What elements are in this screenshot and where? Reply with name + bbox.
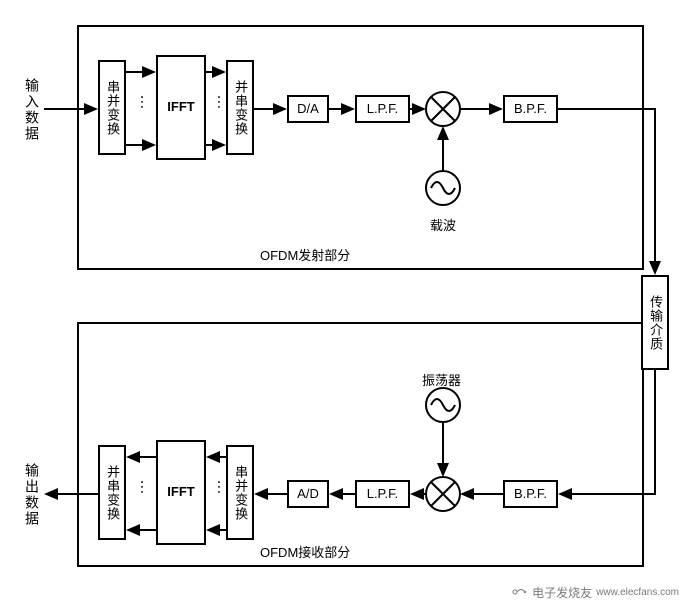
tx-sp-block: 串并变换 <box>98 60 126 155</box>
rx-dots-l: ︙ <box>138 480 145 494</box>
rx-dots-r: ︙ <box>215 480 222 494</box>
diagram-canvas: 串并变换 IFFT 并串变换 D/A L.P.F. B.P.F. 并串变换 IF… <box>0 0 693 609</box>
tx-bpf-block: B.P.F. <box>503 95 558 123</box>
rx-ad-label: A/D <box>297 487 319 501</box>
medium-label: 传输介质 <box>648 295 662 351</box>
input-data-label: 输入数据 <box>22 78 42 142</box>
watermark-url: www.elecfans.com <box>596 587 679 598</box>
rx-sp-block: 串并变换 <box>226 445 254 540</box>
tx-caption: OFDM发射部分 <box>260 245 350 264</box>
rx-lpf-block: L.P.F. <box>355 480 410 508</box>
medium-block: 传输介质 <box>641 275 669 370</box>
tx-sp-label: 串并变换 <box>105 80 119 136</box>
tx-lpf-label: L.P.F. <box>367 102 399 116</box>
watermark-icon <box>510 583 528 601</box>
tx-ifft-label: IFFT <box>167 100 194 114</box>
tx-dots-r: ︙ <box>215 95 222 109</box>
rx-osc-label: 振荡器 <box>422 370 461 389</box>
rx-ad-block: A/D <box>287 480 329 508</box>
tx-ifft-block: IFFT <box>156 55 206 160</box>
rx-bpf-block: B.P.F. <box>503 480 558 508</box>
rx-caption: OFDM接收部分 <box>260 542 350 561</box>
rx-sp-label: 串并变换 <box>233 465 247 521</box>
rx-ifft-block: IFFT <box>156 440 206 545</box>
output-data-label: 输出数据 <box>22 463 42 527</box>
rx-bpf-label: B.P.F. <box>514 487 547 501</box>
tx-da-label: D/A <box>297 102 319 116</box>
tx-carrier-label: 载波 <box>430 215 456 234</box>
rx-ifft-label: IFFT <box>167 485 194 499</box>
rx-ps-block: 并串变换 <box>98 445 126 540</box>
tx-ps-label: 并串变换 <box>233 80 247 136</box>
tx-dots-l: ︙ <box>138 95 145 109</box>
tx-lpf-block: L.P.F. <box>355 95 410 123</box>
watermark-text: 电子发烧友 <box>532 584 592 601</box>
rx-lpf-label: L.P.F. <box>367 487 399 501</box>
rx-ps-label: 并串变换 <box>105 465 119 521</box>
tx-da-block: D/A <box>287 95 329 123</box>
tx-ps-block: 并串变换 <box>226 60 254 155</box>
watermark: 电子发烧友 www.elecfans.com <box>510 583 679 601</box>
tx-bpf-label: B.P.F. <box>514 102 547 116</box>
